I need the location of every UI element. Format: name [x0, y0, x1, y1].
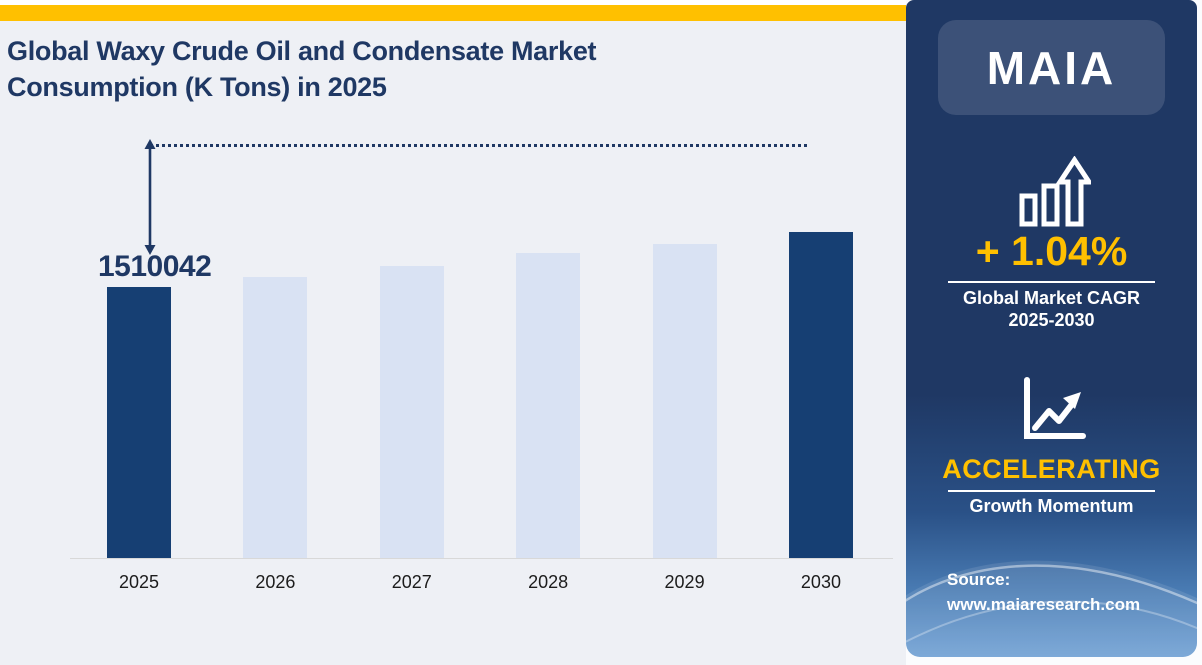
value-label-2025: 1510042 [98, 250, 212, 283]
divider [948, 490, 1155, 492]
top-accent-bar [0, 5, 906, 21]
x-tick-2030: 2030 [800, 572, 841, 592]
divider [948, 281, 1155, 283]
bar-2029 [652, 243, 717, 558]
bars-row [107, 148, 853, 558]
bar-2025 [107, 287, 171, 558]
growth-bars-icon [906, 156, 1197, 228]
source-url: www.maiaresearch.com [947, 595, 1141, 614]
bar-2026 [243, 277, 308, 558]
source-label: Source: [947, 570, 1011, 589]
x-axis-labels: 2025 2026 2027 2028 2029 2030 [107, 572, 853, 593]
source-block: Source: www.maiaresearch.com [947, 567, 1140, 617]
chart-title-line2: Consumption (K Tons) in 2025 [7, 72, 387, 102]
chart-panel: Global Waxy Crude Oil and Condensate Mar… [0, 0, 906, 665]
bar-2030 [788, 232, 853, 558]
range-arrow-icon [144, 139, 156, 255]
x-tick-2026: 2026 [255, 572, 296, 592]
x-tick-2029: 2029 [664, 572, 705, 592]
x-tick-2028: 2028 [528, 572, 569, 592]
x-tick-2025: 2025 [118, 572, 160, 592]
projection-dotted-line [150, 144, 808, 147]
cagr-value: + 1.04% [975, 228, 1128, 274]
momentum-status: ACCELERATING [942, 454, 1161, 484]
brand-logo: MAIA [938, 20, 1165, 115]
x-tick-2027: 2027 [391, 572, 432, 592]
top-white-strip [0, 0, 906, 5]
cagr-label-line1: Global Market CAGR [962, 288, 1141, 308]
chart-title: Global Waxy Crude Oil and Condensate Mar… [7, 33, 827, 105]
x-axis-line [70, 558, 893, 559]
bar-2027 [379, 266, 444, 558]
momentum-label: Growth Momentum [969, 496, 1134, 516]
chart-title-line1: Global Waxy Crude Oil and Condensate Mar… [7, 36, 597, 66]
cagr-label: Global Market CAGR 2025-2030 [906, 287, 1197, 331]
sidebar: MAIA + 1.04% Global Market CAGR 2025-203… [906, 0, 1197, 657]
trend-line-icon [906, 374, 1197, 444]
bar-2028 [516, 252, 581, 558]
swoosh-decoration [906, 560, 1197, 657]
cagr-label-line2: 2025-2030 [1008, 310, 1095, 330]
bar-chart: 1510042 2025 2026 2027 2028 2029 2030 [70, 139, 893, 593]
brand-logo-text: MAIA [986, 41, 1117, 94]
